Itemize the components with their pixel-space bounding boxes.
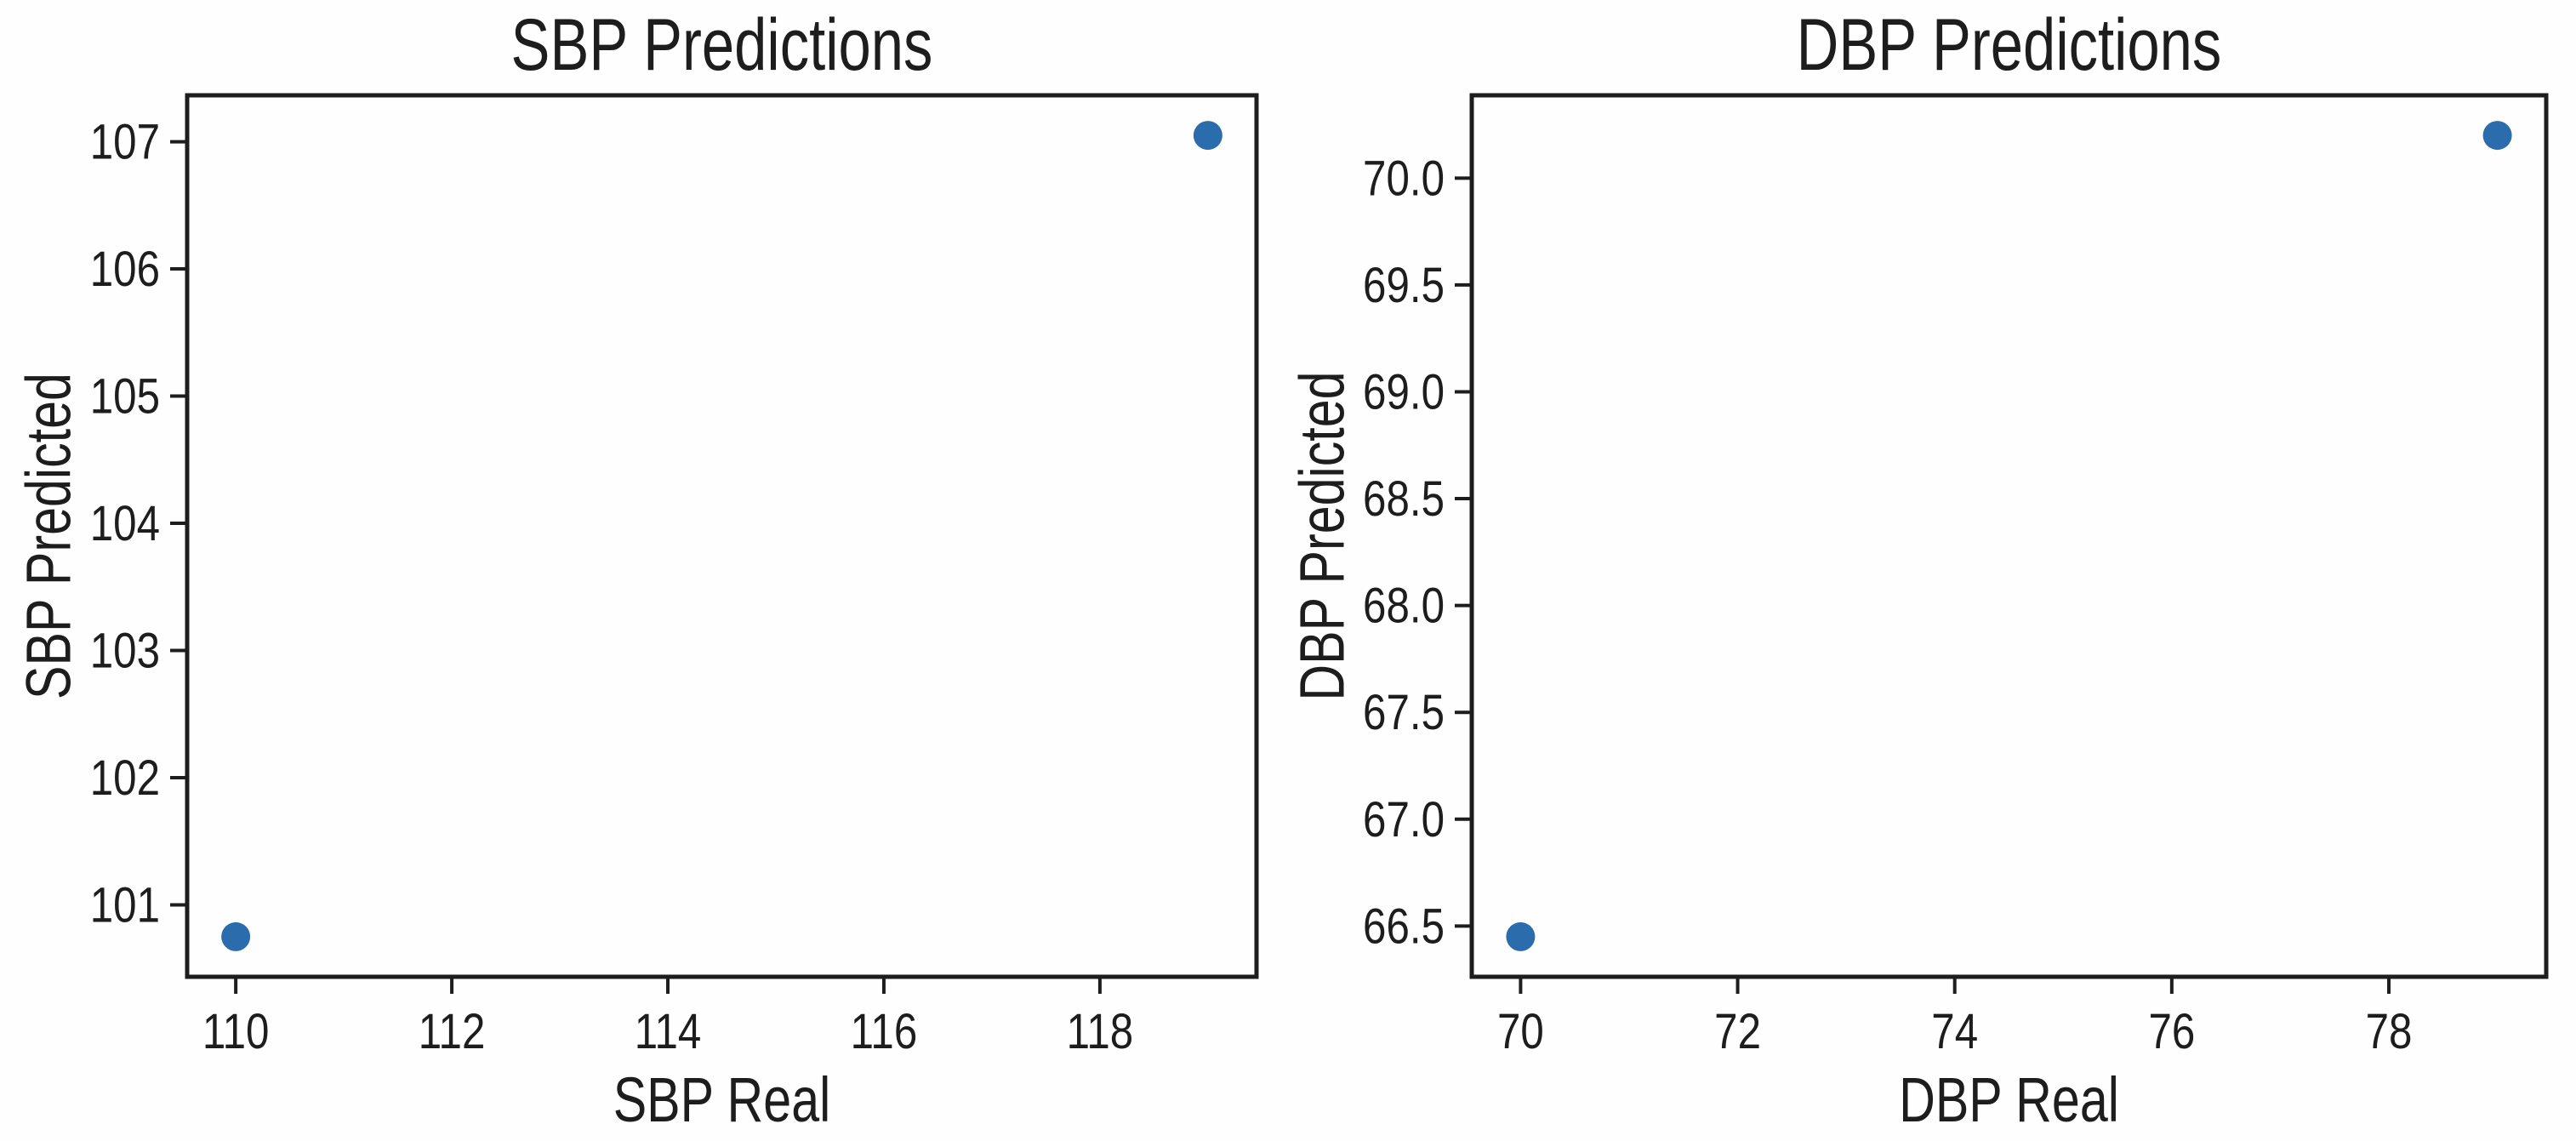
y-tick-label: 103 (90, 624, 160, 679)
y-tick-label: 70.0 (1363, 151, 1445, 207)
x-tick-label: 118 (1067, 1004, 1134, 1059)
y-tick-label: 69.0 (1363, 365, 1445, 420)
scatter-point (2482, 121, 2512, 151)
x-tick-label: 78 (2366, 1004, 2413, 1059)
y-tick-label: 101 (90, 878, 160, 933)
x-tick-label: 110 (202, 1004, 270, 1059)
x-tick-label: 114 (635, 1004, 702, 1059)
scatter-point (1193, 121, 1222, 151)
y-tick-label: 107 (90, 115, 160, 170)
left-chart-ylabel: SBP Predicted (13, 373, 84, 699)
x-tick-label: 76 (2148, 1004, 2195, 1059)
scatter-point (1506, 921, 1536, 951)
x-tick-label: 116 (851, 1004, 918, 1059)
axes-box (1469, 93, 2549, 979)
right-chart-xlabel: DBP Real (1899, 1064, 2119, 1135)
left-chart-group: 110 112 114 116 118 101 102 103 104 105 106 107 (90, 93, 1259, 1059)
y-tick-label: 66.5 (1363, 899, 1445, 955)
y-tick-label: 67.5 (1363, 685, 1445, 740)
left-chart-title: SBP Predictions (510, 4, 933, 86)
x-tick-label: 74 (1931, 1004, 1978, 1059)
y-tick-label: 68.0 (1363, 579, 1445, 634)
y-tick-label: 68.5 (1363, 471, 1445, 527)
axes-box (185, 93, 1259, 979)
right-chart-group: 70 72 74 76 78 66.5 67.0 67.5 68.0 68.5 69.0 69.5 70… (1363, 93, 2549, 1059)
left-chart-xlabel: SBP Real (613, 1064, 831, 1135)
scatter-point (221, 921, 251, 951)
y-tick-label: 106 (90, 242, 160, 297)
x-tick-label: 70 (1497, 1004, 1544, 1059)
y-tick-label: 67.0 (1363, 792, 1445, 847)
right-chart-title: DBP Predictions (1796, 4, 2222, 86)
y-tick-label: 102 (90, 750, 160, 806)
y-tick-label: 104 (90, 496, 160, 551)
x-tick-label: 72 (1714, 1004, 1761, 1059)
right-chart-ylabel: DBP Predicted (1286, 371, 1358, 701)
y-tick-label: 69.5 (1363, 258, 1445, 313)
x-tick-label: 112 (419, 1004, 486, 1059)
y-tick-label: 105 (90, 369, 160, 425)
